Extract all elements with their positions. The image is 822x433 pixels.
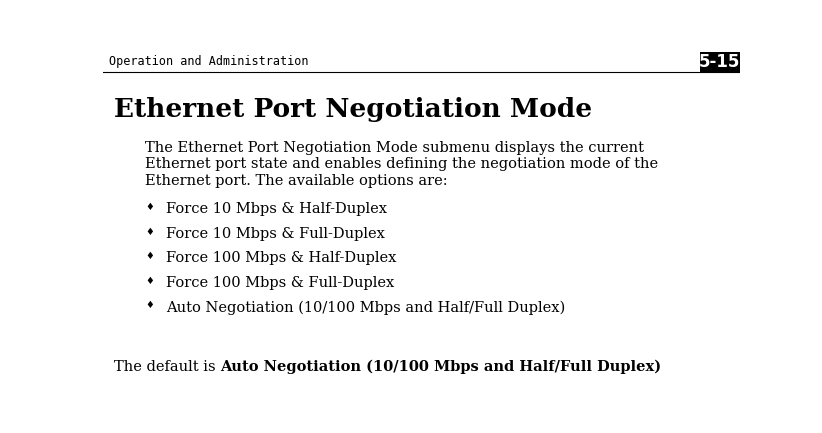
Text: ♦: ♦	[145, 252, 155, 261]
Text: ♦: ♦	[145, 277, 155, 286]
FancyBboxPatch shape	[700, 52, 740, 72]
Text: Force 100 Mbps & Half-Duplex: Force 100 Mbps & Half-Duplex	[166, 252, 397, 265]
Text: Force 10 Mbps & Full-Duplex: Force 10 Mbps & Full-Duplex	[166, 227, 386, 241]
Text: Ethernet port. The available options are:: Ethernet port. The available options are…	[145, 174, 448, 188]
Text: Auto Negotiation (10/100 Mbps and Half/Full Duplex): Auto Negotiation (10/100 Mbps and Half/F…	[166, 301, 566, 315]
Text: Ethernet Port Negotiation Mode: Ethernet Port Negotiation Mode	[113, 97, 592, 122]
Text: 5-15: 5-15	[699, 53, 741, 71]
Text: Force 100 Mbps & Full-Duplex: Force 100 Mbps & Full-Duplex	[166, 276, 395, 290]
Text: Force 10 Mbps & Half-Duplex: Force 10 Mbps & Half-Duplex	[166, 202, 387, 216]
Text: Ethernet port state and enables defining the negotiation mode of the: Ethernet port state and enables defining…	[145, 158, 658, 171]
Text: The default is: The default is	[113, 360, 219, 374]
Text: ♦: ♦	[145, 301, 155, 310]
Text: The Ethernet Port Negotiation Mode submenu displays the current: The Ethernet Port Negotiation Mode subme…	[145, 141, 644, 155]
Text: Operation and Administration: Operation and Administration	[109, 55, 308, 68]
Text: ♦: ♦	[145, 227, 155, 236]
Text: Auto Negotiation (10/100 Mbps and Half/Full Duplex): Auto Negotiation (10/100 Mbps and Half/F…	[219, 360, 661, 375]
Text: ♦: ♦	[145, 203, 155, 212]
